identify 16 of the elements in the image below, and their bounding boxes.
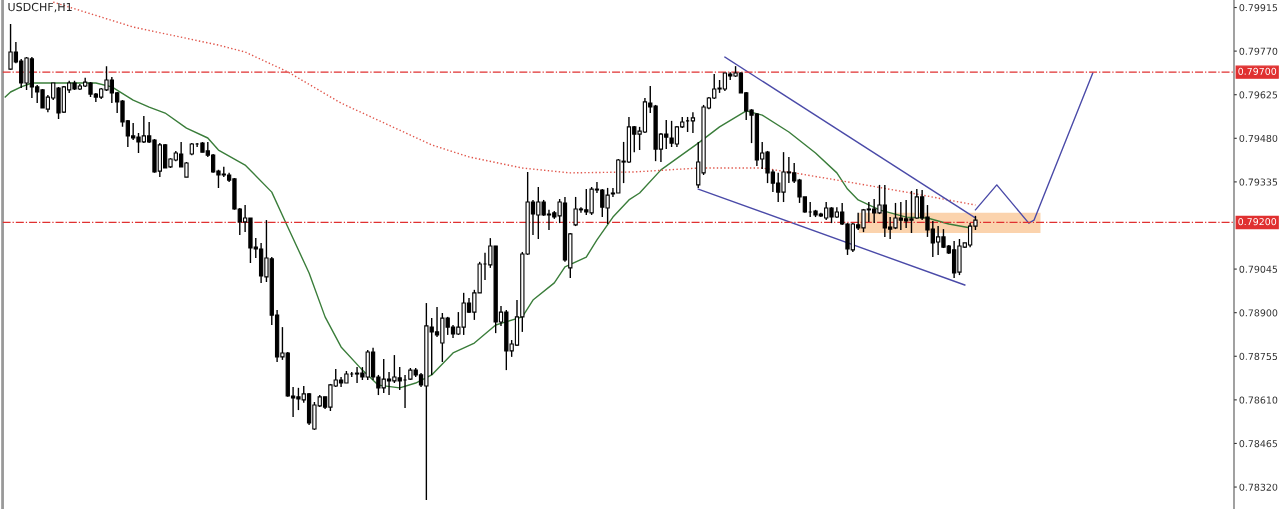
y-tick-label: 0.78900 xyxy=(1239,309,1278,317)
y-tick-label: 0.78465 xyxy=(1239,440,1278,448)
y-tick-label: 0.78755 xyxy=(1239,352,1278,360)
y-tick-label: 0.79770 xyxy=(1239,47,1278,55)
y-tick-label: 0.79335 xyxy=(1239,178,1278,186)
ref-line-label: 0.79700 xyxy=(1238,67,1277,75)
line-series xyxy=(974,72,1094,224)
chart-title: USDCHF,H1 xyxy=(8,2,72,13)
candlestick xyxy=(690,111,696,134)
y-tick-label: 0.79480 xyxy=(1239,134,1278,143)
y-tick-label: 0.79915 xyxy=(1239,4,1278,12)
ref-line-label: 0.79200 xyxy=(1238,218,1277,226)
y-tick-label: 0.79045 xyxy=(1239,265,1278,273)
y-tick-label: 0.78610 xyxy=(1239,396,1278,404)
y-tick-label: 0.79625 xyxy=(1239,91,1278,99)
y-tick-label: 0.78320 xyxy=(1239,483,1278,491)
